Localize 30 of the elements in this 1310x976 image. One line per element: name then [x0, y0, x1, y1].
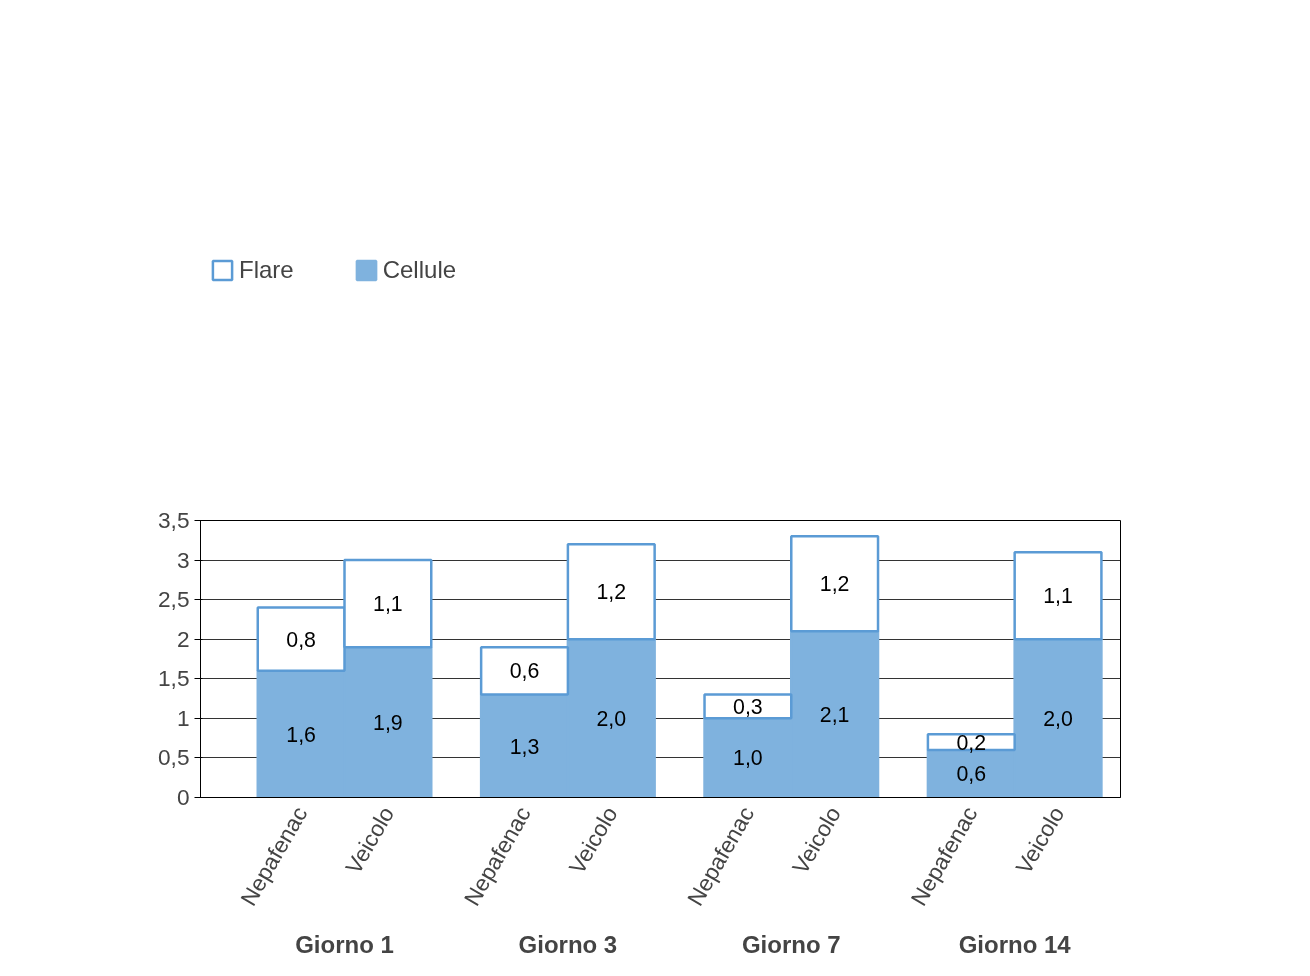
legend-label: Flare — [239, 256, 294, 284]
data-label: 2,0 — [596, 706, 627, 731]
data-label: 0,6 — [509, 659, 540, 684]
legend-label: Cellule — [382, 256, 457, 284]
text: Giorno 14 — [958, 930, 1072, 958]
data-label: 2,1 — [819, 702, 850, 727]
y-tick-label: 2 — [176, 625, 190, 652]
data-label: 1,0 — [733, 746, 763, 771]
data-label: 1,3 — [509, 734, 540, 759]
y-tick-label: 3 — [176, 546, 190, 573]
y-tick-label: 1,5 — [158, 665, 190, 692]
text: Giorno 3 — [518, 930, 618, 958]
data-label: 1,2 — [596, 580, 627, 605]
data-label: 0,2 — [956, 730, 987, 755]
data-label: 1,1 — [1043, 584, 1073, 609]
data-label: 2,0 — [1043, 706, 1073, 731]
data-label: 1,2 — [819, 572, 850, 597]
data-label: 0,8 — [286, 627, 316, 652]
y-tick-label: 1 — [176, 704, 190, 731]
y-tick-label: 0 — [176, 784, 190, 810]
data-label: 1,9 — [373, 710, 403, 735]
text: Giorno 7 — [741, 930, 841, 958]
data-label: 1,6 — [286, 722, 316, 747]
text: Giorno 1 — [295, 930, 394, 958]
data-label: 0,6 — [956, 762, 987, 787]
y-tick-label: 2,5 — [158, 586, 190, 613]
y-tick-label: 3,5 — [158, 507, 190, 533]
data-label: 0,3 — [733, 694, 763, 719]
y-tick-label: 0,5 — [158, 744, 190, 771]
data-label: 1,1 — [373, 592, 403, 617]
